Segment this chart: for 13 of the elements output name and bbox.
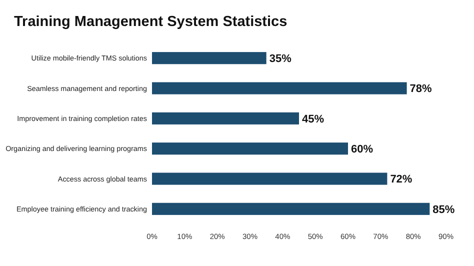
data-label: 35% bbox=[269, 52, 292, 65]
data-label: 78% bbox=[410, 83, 432, 96]
bar bbox=[152, 112, 299, 124]
data-label: 85% bbox=[432, 204, 455, 216]
bar bbox=[152, 172, 388, 185]
data-label: 60% bbox=[351, 143, 374, 156]
bar bbox=[152, 82, 407, 94]
bar bbox=[152, 142, 348, 155]
bar bbox=[152, 52, 266, 64]
data-label: 45% bbox=[302, 113, 324, 126]
data-label: 72% bbox=[390, 174, 412, 186]
bar bbox=[152, 202, 430, 215]
chart-title: Training Management System Statistics bbox=[14, 14, 288, 30]
